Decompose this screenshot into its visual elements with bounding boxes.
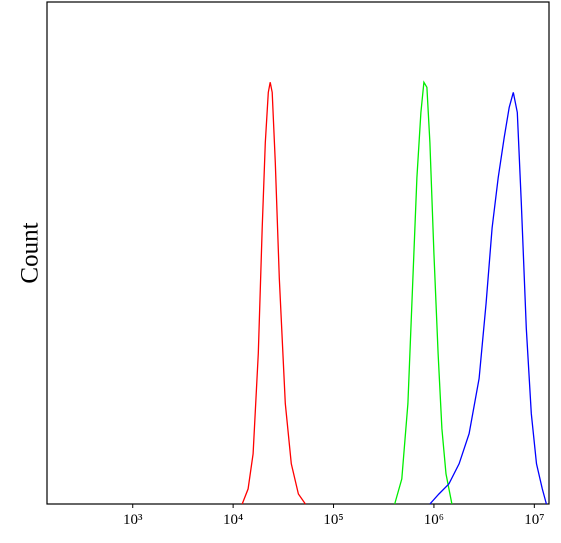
y-axis-label: Count: [17, 222, 44, 283]
histogram-line: [394, 80, 453, 505]
histogram-line: [429, 92, 548, 505]
x-tick-label: 10⁴: [223, 512, 243, 528]
x-tick-label: 10³: [123, 512, 143, 528]
x-tick-label: 10⁵: [323, 512, 343, 528]
plot-frame: [46, 1, 550, 505]
x-tick-label: 10⁷: [524, 512, 544, 528]
x-tick-label: 10⁶: [424, 512, 444, 528]
histogram-line: [241, 82, 306, 505]
